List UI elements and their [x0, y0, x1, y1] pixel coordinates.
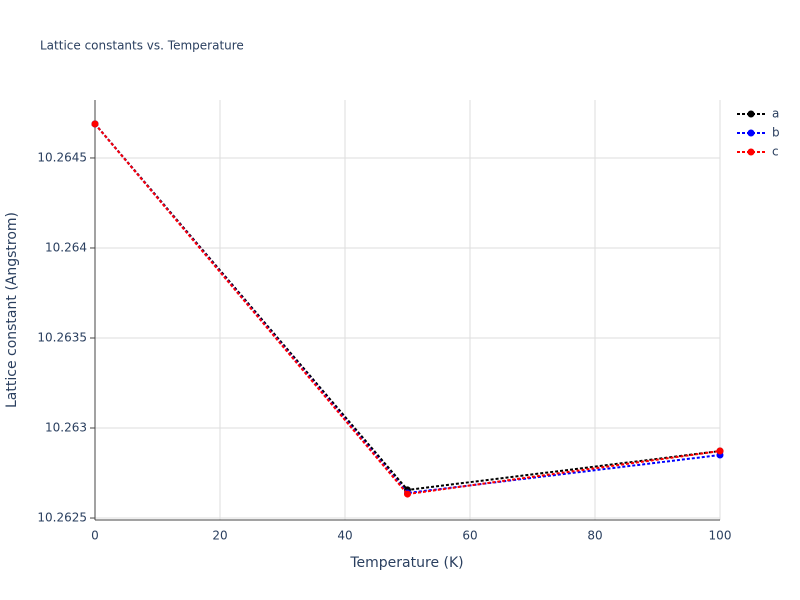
data-point: [91, 120, 99, 128]
series-line: [94, 123, 721, 495]
chart-title: Lattice constants vs. Temperature: [40, 39, 244, 53]
legend-marker: [747, 148, 755, 156]
data-point: [716, 447, 724, 455]
data-point: [404, 490, 411, 498]
series-line: [94, 123, 721, 491]
y-tick-label: 10.2645: [37, 150, 87, 164]
legend-label: b: [772, 126, 780, 140]
x-tick-label: 80: [587, 529, 602, 543]
x-tick-label: 20: [212, 529, 227, 543]
legend-label: c: [772, 145, 779, 159]
x-tick-label: 100: [709, 529, 732, 543]
y-axis-title: Lattice constant (Angstrom): [4, 212, 20, 408]
legend-marker: [747, 110, 755, 118]
y-tick-label: 10.264: [45, 240, 87, 254]
x-axis-title: Temperature (K): [349, 555, 463, 571]
y-tick-label: 10.263: [45, 421, 87, 435]
y-tick-label: 10.2625: [37, 511, 87, 525]
y-tick-label: 10.2635: [37, 330, 87, 344]
x-tick-label: 40: [337, 529, 352, 543]
x-tick-label: 0: [91, 529, 99, 543]
series-line: [94, 123, 721, 496]
legend-marker: [747, 129, 755, 137]
legend-label: a: [772, 107, 779, 121]
x-tick-label: 60: [462, 529, 477, 543]
